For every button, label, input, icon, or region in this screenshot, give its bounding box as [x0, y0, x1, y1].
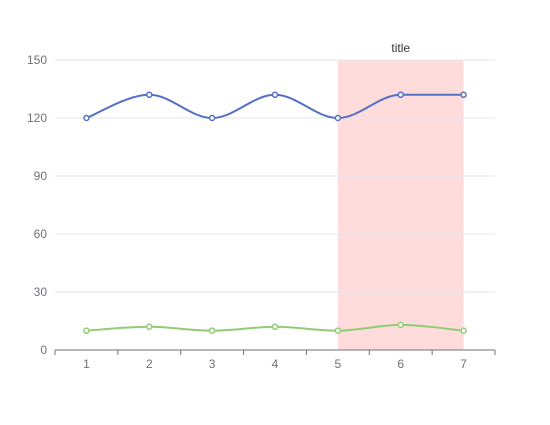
series-1-point[interactable]: [271, 323, 279, 331]
series-1-point[interactable]: [83, 327, 90, 334]
mark-area-label: title: [391, 41, 410, 55]
y-tick-label: 60: [34, 227, 48, 241]
x-tick-label: 2: [146, 357, 153, 371]
y-tick-label: 150: [27, 53, 47, 67]
series-layer: [83, 91, 467, 334]
series-0-point[interactable]: [208, 114, 216, 122]
series-0-point[interactable]: [334, 114, 342, 122]
series-1-point[interactable]: [460, 327, 467, 334]
series-0-point[interactable]: [397, 91, 404, 99]
x-tick-label: 4: [272, 357, 279, 371]
x-tick-label: 6: [397, 357, 404, 371]
x-tick-label: 1: [83, 357, 90, 371]
series-0-point[interactable]: [146, 91, 153, 99]
series-1-point[interactable]: [146, 323, 153, 331]
series-1-point[interactable]: [397, 321, 404, 329]
y-tick-label: 120: [27, 111, 47, 125]
grid-lines: [55, 59, 495, 293]
x-tick-label: 5: [335, 357, 342, 371]
x-tick-label: 7: [460, 357, 467, 371]
mark-area: [337, 60, 464, 350]
series-1-point[interactable]: [208, 327, 216, 334]
y-tick-label: 90: [34, 169, 48, 183]
y-tick-label: 30: [34, 285, 48, 299]
series-0-point[interactable]: [83, 114, 90, 122]
label-layer: title 0 30 60 90 120 150 1 2 3 4 5 6 7: [27, 41, 467, 371]
x-tick-label: 3: [209, 357, 216, 371]
axes: [54, 349, 496, 355]
series-0-point[interactable]: [460, 91, 467, 99]
y-tick-label: 0: [40, 343, 47, 357]
mark-area-layer: [337, 60, 464, 350]
series-1-point[interactable]: [334, 327, 342, 334]
series-0-point[interactable]: [271, 91, 279, 99]
